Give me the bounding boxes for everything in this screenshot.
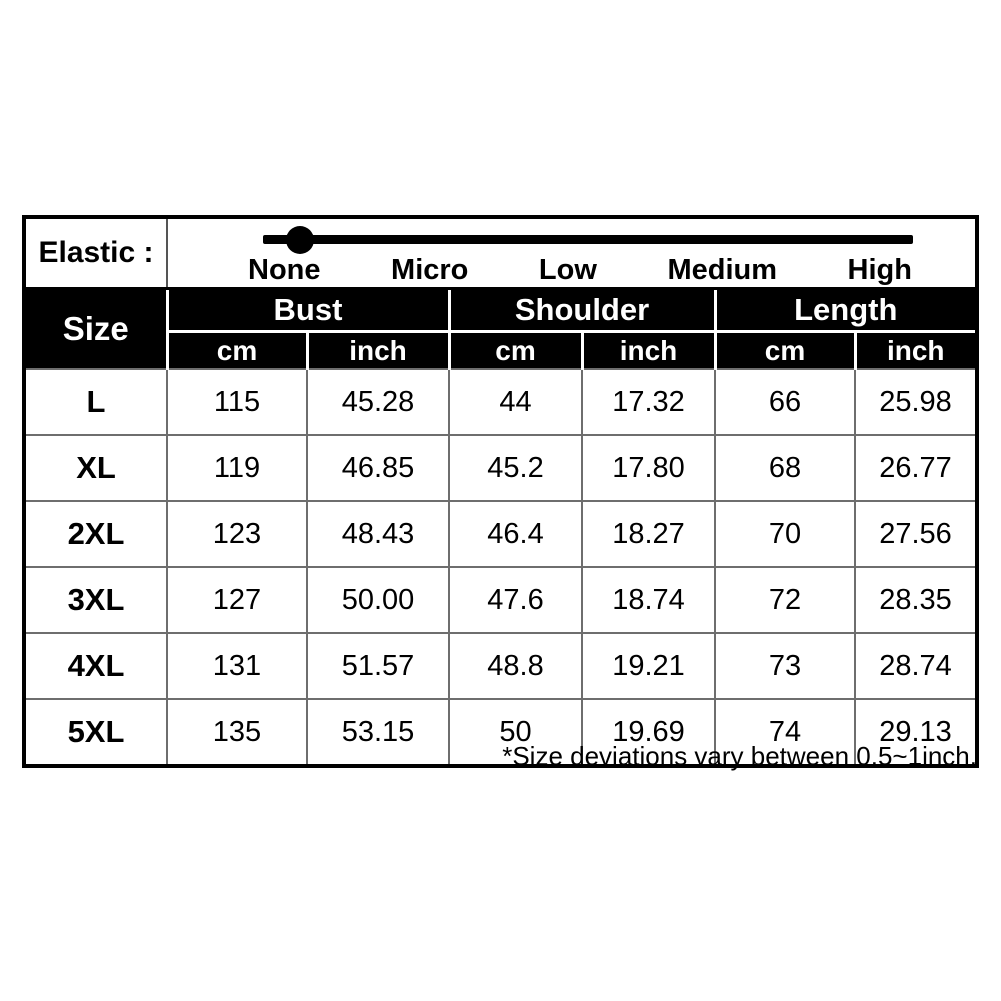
elastic-row: Elastic : None Micro Low Medium High: [24, 217, 977, 290]
size-cell: 5XL: [23, 698, 168, 767]
length-group-header: Length: [713, 288, 979, 333]
length-inch-cell: 25.98: [854, 368, 978, 436]
length-cm-cell: 70: [714, 500, 856, 568]
shoulder-cm-cell: 47.6: [448, 566, 583, 634]
bust-inch-header: inch: [305, 331, 451, 369]
length-cm-cell: 68: [714, 434, 856, 502]
slider-handle-dot: [286, 226, 314, 254]
bust-inch-cell: 48.43: [306, 500, 450, 568]
shoulder-cm-cell: 45.2: [448, 434, 583, 502]
bust-cm-cell: 119: [166, 434, 308, 502]
bust-inch-cell: 51.57: [306, 632, 450, 700]
shoulder-inch-cell: 17.80: [581, 434, 716, 502]
shoulder-cm-cell: 46.4: [448, 500, 583, 568]
length-cm-cell: 72: [714, 566, 856, 634]
table-row: XL 119 46.85 45.2 17.80 68 26.77: [23, 434, 978, 502]
group-header-row: Size Bust Shoulder Length: [24, 288, 979, 369]
shoulder-group-header: Shoulder: [447, 288, 717, 333]
length-cm-cell: 74: [714, 698, 856, 767]
shoulder-inch-cell: 17.32: [581, 368, 716, 436]
bust-inch-cell: 53.15: [306, 698, 450, 767]
size-column-header: Size: [24, 288, 169, 369]
shoulder-inch-cell: 19.69: [581, 698, 716, 767]
size-cell: 3XL: [23, 566, 168, 634]
bust-inch-cell: 46.85: [306, 434, 450, 502]
shoulder-cm-cell: 44: [448, 368, 583, 436]
size-deviation-footnote: *Size deviations vary between 0.5~1inch.: [502, 741, 977, 771]
shoulder-cm-cell: 50: [448, 698, 583, 767]
elastic-level-micro: Micro: [391, 254, 469, 286]
bust-inch-cell: 50.00: [306, 566, 450, 634]
shoulder-inch-cell: 18.74: [581, 566, 716, 634]
table-row: 5XL 135 53.15 50 19.69 74 29.13: [23, 698, 978, 767]
size-cell: 2XL: [23, 500, 168, 568]
elastic-level-low: Low: [538, 254, 597, 286]
size-cell: 4XL: [23, 632, 168, 700]
size-chart-table: Elastic : None Micro Low Medium High Siz…: [22, 215, 979, 768]
size-cell: XL: [23, 434, 168, 502]
elastic-label: Elastic :: [24, 217, 168, 290]
elastic-level-high: High: [847, 254, 912, 286]
shoulder-inch-header: inch: [580, 331, 717, 369]
length-inch-cell: 29.13: [854, 698, 978, 767]
elastic-level-medium: Medium: [667, 254, 777, 286]
unit-header-row: cm inch cm inch cm inch: [24, 331, 979, 369]
elastic-level-none: None: [248, 254, 321, 286]
table-row: 3XL 127 50.00 47.6 18.74 72 28.35: [23, 566, 978, 634]
table-row: L 115 45.28 44 17.32 66 25.98: [23, 368, 978, 436]
bust-cm-cell: 115: [166, 368, 308, 436]
length-inch-cell: 27.56: [854, 500, 978, 568]
bust-inch-cell: 45.28: [306, 368, 450, 436]
length-inch-cell: 28.74: [854, 632, 978, 700]
bust-group-header: Bust: [165, 288, 451, 333]
length-inch-cell: 28.35: [854, 566, 978, 634]
length-cm-header: cm: [713, 331, 857, 369]
shoulder-cm-cell: 48.8: [448, 632, 583, 700]
slider-track-bar: [263, 235, 913, 244]
table-row: 2XL 123 48.43 46.4 18.27 70 27.56: [23, 500, 978, 568]
shoulder-cm-header: cm: [447, 331, 584, 369]
length-cm-cell: 73: [714, 632, 856, 700]
shoulder-inch-cell: 19.21: [581, 632, 716, 700]
bust-cm-cell: 135: [166, 698, 308, 767]
length-inch-header: inch: [853, 331, 979, 369]
bust-cm-header: cm: [165, 331, 309, 369]
shoulder-inch-cell: 18.27: [581, 500, 716, 568]
bust-cm-cell: 131: [166, 632, 308, 700]
bust-cm-cell: 127: [166, 566, 308, 634]
length-inch-cell: 26.77: [854, 434, 978, 502]
size-cell: L: [23, 368, 168, 436]
length-cm-cell: 66: [714, 368, 856, 436]
bust-cm-cell: 123: [166, 500, 308, 568]
elastic-slider: None Micro Low Medium High: [167, 217, 977, 290]
elastic-level-labels: None Micro Low Medium High: [248, 256, 912, 285]
table-row: 4XL 131 51.57 48.8 19.21 73 28.74: [23, 632, 978, 700]
